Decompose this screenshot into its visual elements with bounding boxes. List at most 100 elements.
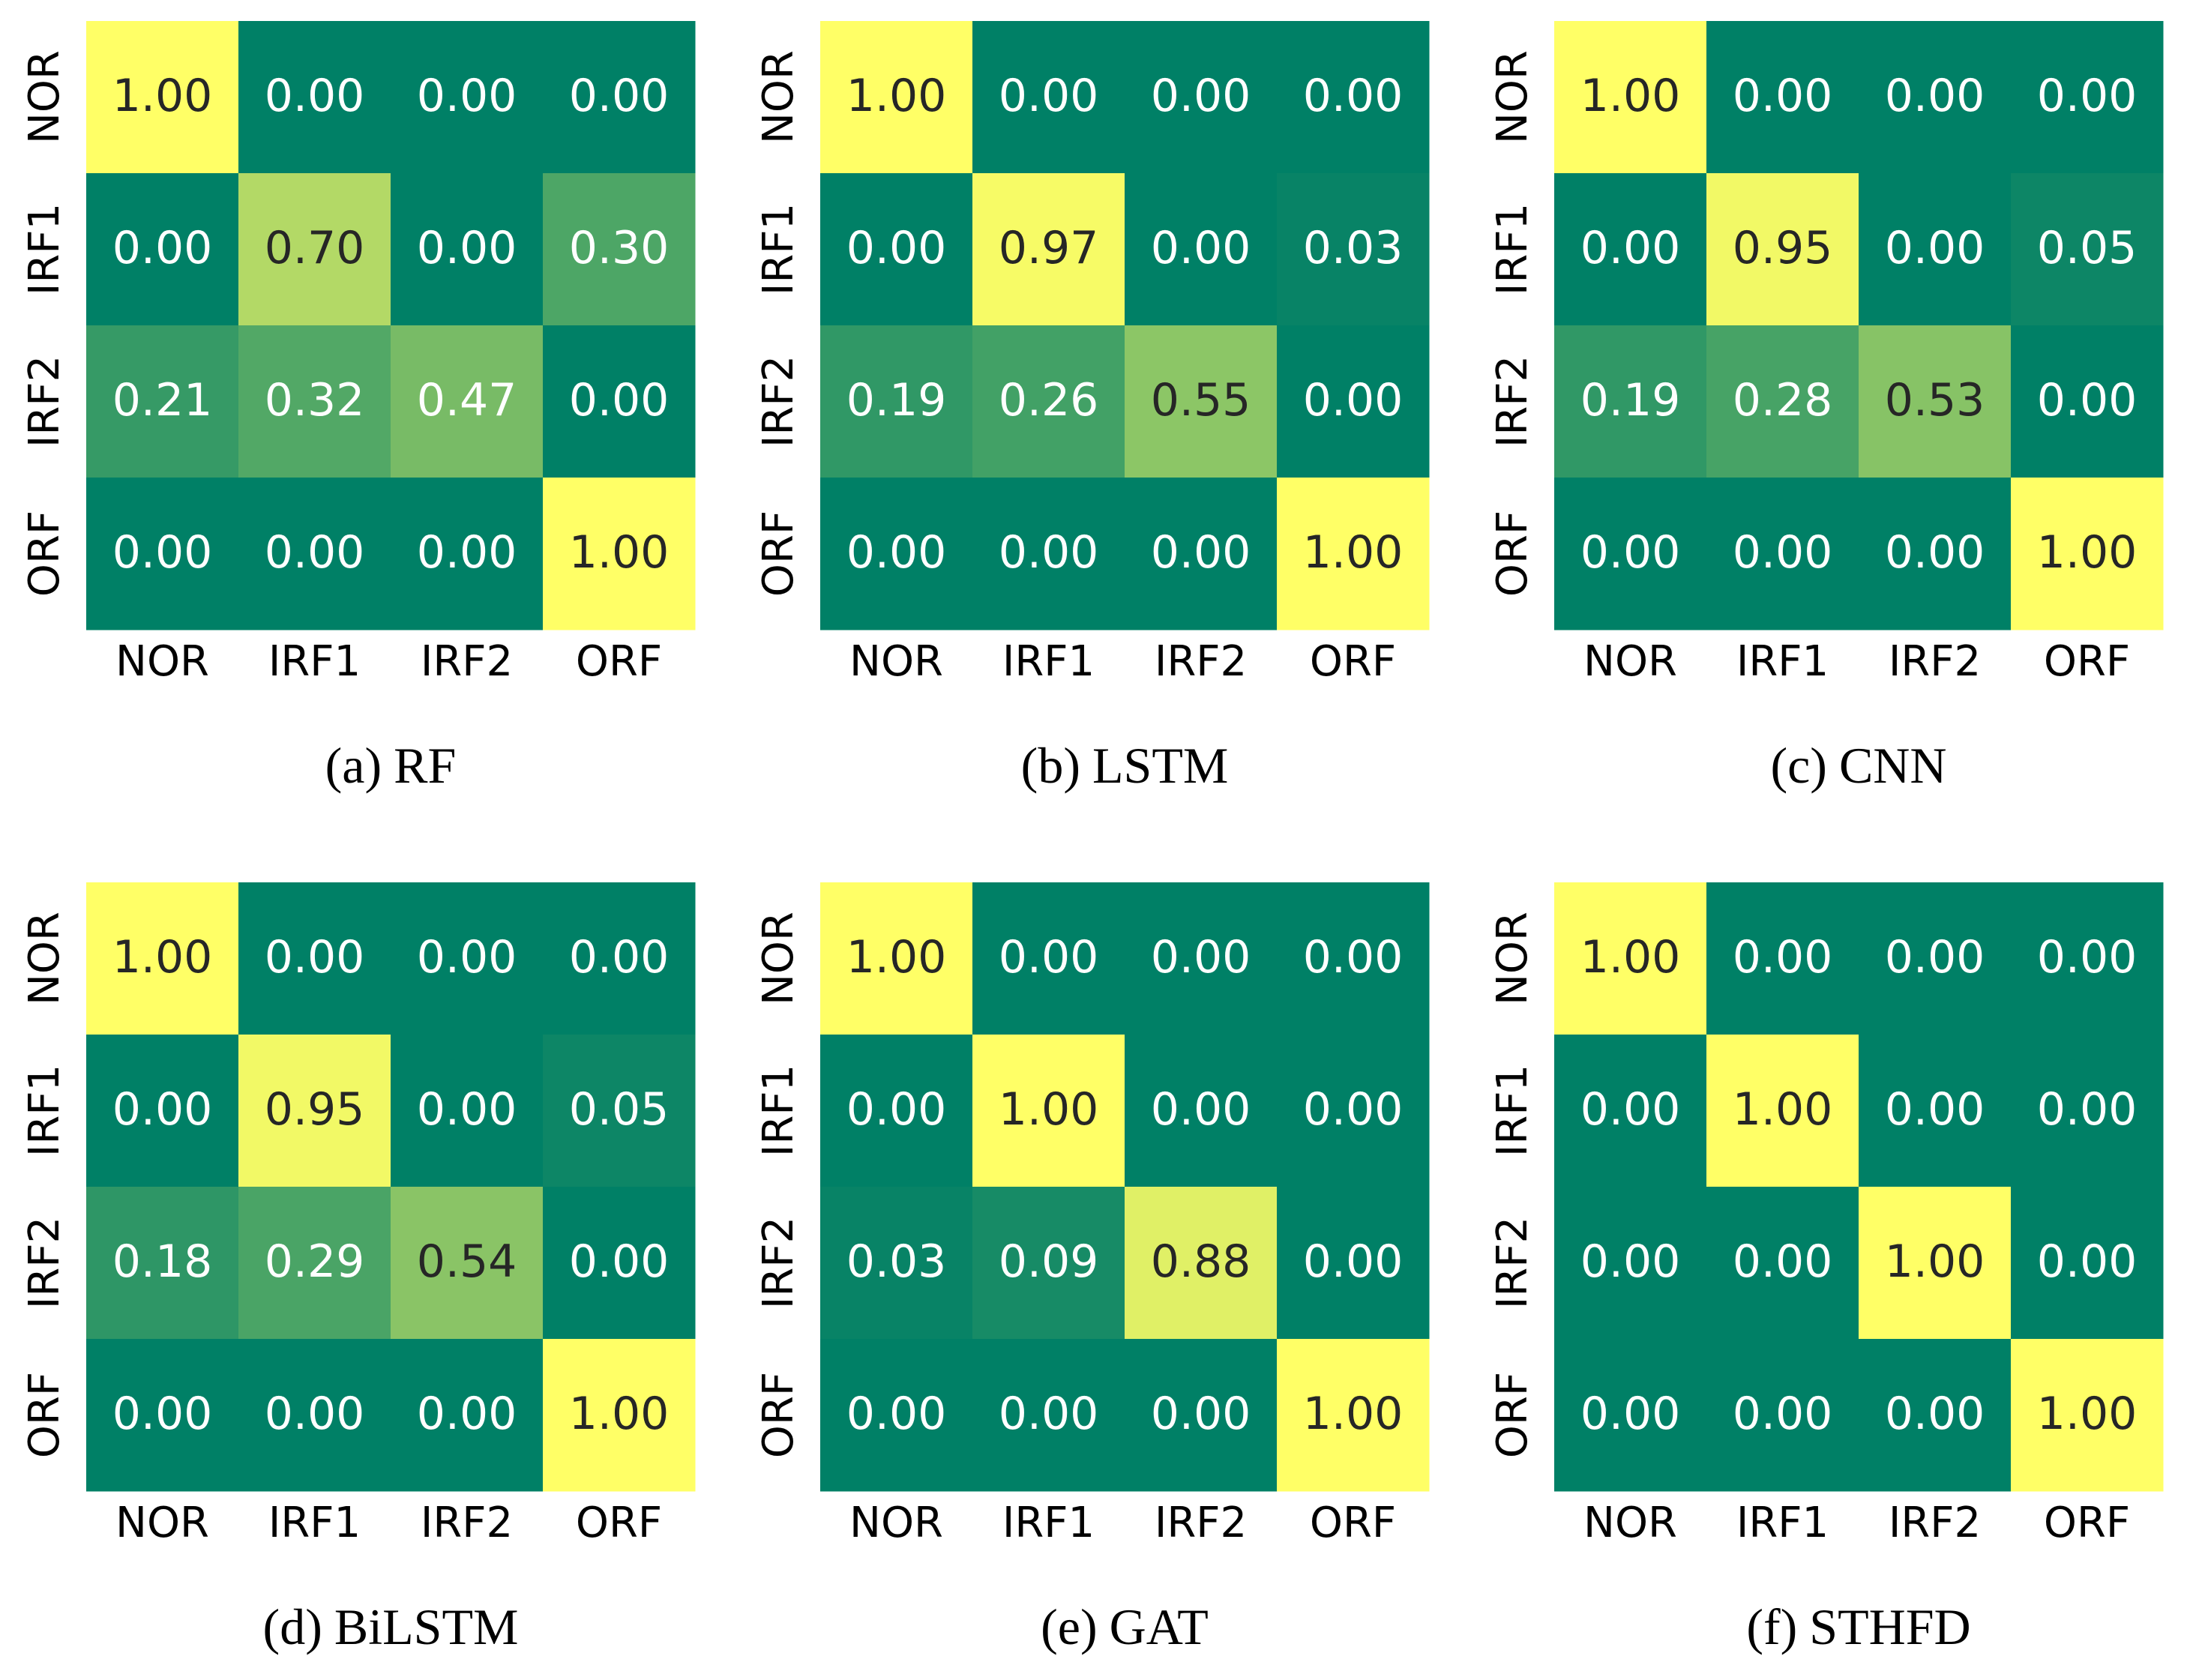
heatmap-cell (2011, 21, 2164, 174)
cell-label: 0.00 (1733, 70, 1833, 122)
panel-caption: (f) STHFD (1746, 1598, 1970, 1655)
cell-label: 0.00 (569, 374, 670, 427)
heatmap-cell (1277, 478, 1430, 630)
x-tick-label: IRF2 (1155, 1499, 1247, 1547)
heatmap-cell (2011, 478, 2164, 630)
heatmap-cell (820, 325, 973, 478)
x-tick-label: ORF (1310, 1499, 1396, 1547)
cell-label: 0.00 (2037, 1083, 2138, 1136)
heatmap-cell (1859, 173, 2012, 326)
cell-label: 0.00 (569, 931, 670, 984)
heatmap-cell (1277, 1035, 1430, 1187)
cell-label: 0.00 (417, 1388, 517, 1440)
panel-caption: (b) LSTM (1021, 737, 1229, 794)
y-tick-label: NOR (1488, 912, 1537, 1005)
y-tick-label: ORF (754, 511, 803, 597)
caption-title: LSTM (1092, 737, 1228, 794)
y-tick-label: NOR (1488, 50, 1537, 144)
cell-label: 1.00 (569, 1388, 670, 1440)
x-tick-label: IRF1 (268, 637, 361, 686)
cell-label: 1.00 (1733, 1083, 1833, 1136)
y-tick-label: NOR (754, 50, 803, 144)
cell-label: 0.47 (417, 374, 517, 427)
heatmap-cell (238, 1187, 391, 1340)
cell-label: 0.19 (1580, 374, 1681, 427)
heatmap-cell (391, 1187, 544, 1340)
heatmap-cell (1706, 325, 1859, 478)
heatmap-cell (391, 882, 544, 1035)
heatmap-cell (1859, 1187, 2012, 1340)
heatmap-cell (1554, 173, 1707, 326)
cell-label: 0.00 (1303, 70, 1404, 122)
caption-label: (d) (263, 1598, 322, 1655)
heatmap-cell (1277, 173, 1430, 326)
caption-title: GAT (1110, 1598, 1209, 1655)
heatmap-cell (86, 1339, 239, 1492)
heatmap-cell (1859, 478, 2012, 630)
heatmap-cell (1554, 1035, 1707, 1187)
cell-label: 1.00 (1303, 1388, 1404, 1440)
heatmap-cell (86, 1035, 239, 1187)
cell-label: 0.00 (1885, 1388, 1985, 1440)
cell-label: 0.00 (265, 931, 365, 984)
cell-label: 0.97 (999, 222, 1099, 274)
y-tick-label: ORF (20, 511, 69, 597)
y-tick-label: IRF2 (20, 1217, 69, 1309)
cell-label: 0.00 (999, 70, 1099, 122)
heatmap-cell (543, 325, 696, 478)
cell-label: 0.00 (569, 70, 670, 122)
cell-label: 0.00 (2037, 70, 2138, 122)
x-tick-label: IRF2 (421, 637, 513, 686)
heatmap-cell (1859, 882, 2012, 1035)
heatmap-cell (1277, 1187, 1430, 1340)
cell-label: 0.19 (846, 374, 947, 427)
heatmap-cell (391, 1035, 544, 1187)
cell-label: 0.00 (999, 1388, 1099, 1440)
y-tick-label: IRF2 (754, 355, 803, 448)
x-tick-label: ORF (576, 1499, 662, 1547)
cell-label: 0.00 (1580, 1388, 1681, 1440)
cell-label: 0.00 (417, 1083, 517, 1136)
heatmap-cell (1554, 478, 1707, 630)
heatmap-cell (1706, 478, 1859, 630)
cell-label: 0.29 (265, 1235, 365, 1288)
cell-label: 0.00 (999, 526, 1099, 579)
heatmap-cell (1277, 1339, 1430, 1492)
heatmap-cell (391, 173, 544, 326)
x-tick-label: IRF1 (1002, 637, 1095, 686)
x-tick-label: IRF1 (1736, 637, 1829, 686)
cell-label: 0.00 (1885, 526, 1985, 579)
heatmap-cell (972, 1339, 1125, 1492)
cell-label: 0.00 (1580, 1083, 1681, 1136)
x-tick-label: IRF1 (268, 1499, 361, 1547)
cell-label: 0.09 (999, 1235, 1099, 1288)
heatmap-cell (238, 478, 391, 630)
heatmap-cell (391, 1339, 544, 1492)
heatmap-cell (543, 173, 696, 326)
y-tick-label: IRF2 (1488, 355, 1537, 448)
y-tick-label: ORF (1488, 1372, 1537, 1458)
x-tick-label: IRF2 (1155, 637, 1247, 686)
cell-label: 0.00 (1580, 526, 1681, 579)
y-tick-label: NOR (20, 912, 69, 1005)
y-tick-label: ORF (754, 1372, 803, 1458)
heatmap-cell (1554, 1339, 1707, 1492)
heatmap-cell (2011, 173, 2164, 326)
cell-label: 1.00 (112, 931, 213, 984)
y-tick-label: ORF (20, 1372, 69, 1458)
cell-label: 0.00 (1151, 1083, 1251, 1136)
heatmap-cell (2011, 1035, 2164, 1187)
heatmap-cell (1706, 1187, 1859, 1340)
cell-label: 1.00 (1580, 931, 1681, 984)
heatmap-cell (238, 1035, 391, 1187)
x-tick-label: NOR (849, 1499, 943, 1547)
heatmap-cell (972, 1187, 1125, 1340)
cell-label: 0.00 (1303, 931, 1404, 984)
heatmap-cell (820, 1339, 973, 1492)
panel-caption: (a) RF (325, 737, 457, 794)
cell-label: 0.55 (1151, 374, 1251, 427)
heatmap-cell (1125, 1035, 1278, 1187)
cell-label: 0.00 (846, 1388, 947, 1440)
caption-title: STHFD (1809, 1598, 1970, 1655)
